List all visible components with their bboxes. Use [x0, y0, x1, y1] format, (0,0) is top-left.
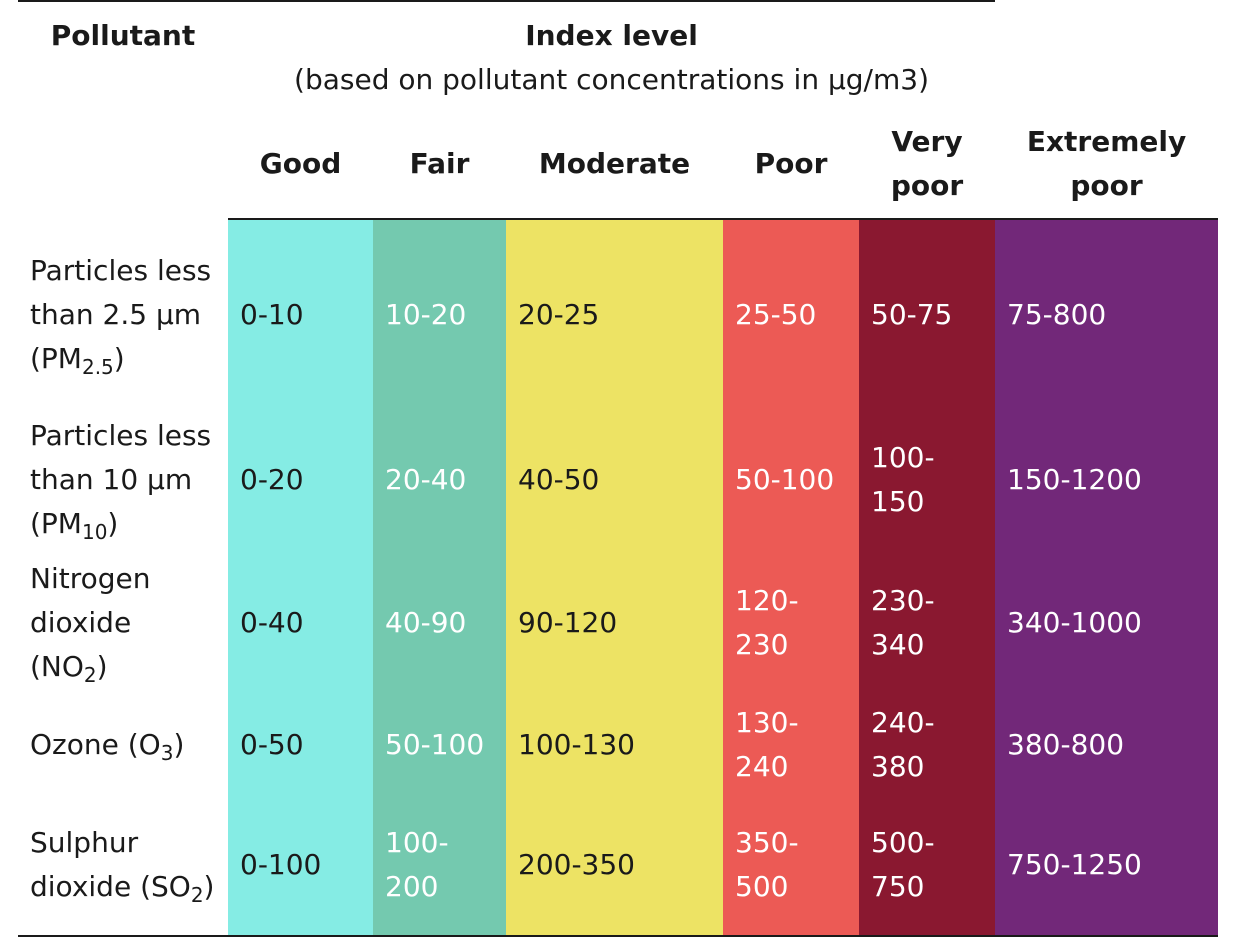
header-row-top: Pollutant Index level (based on pollutan…	[18, 0, 1218, 219]
level-header-very-poor: Very poor	[859, 110, 996, 220]
value-cell-good: 0-10	[228, 219, 373, 410]
pollutant-subscript: 10	[81, 520, 108, 544]
value-cell-good: 0-20	[228, 410, 373, 550]
value-cell-poor: 350-500	[723, 795, 859, 937]
header-blank-cell	[995, 1, 1218, 110]
value-cell-very-poor: 240-380	[859, 695, 996, 795]
pollutant-name-cell: Particles less than 10 µm (PM10)	[18, 410, 228, 550]
value-cell-extremely-poor: 750-1250	[995, 795, 1219, 937]
value-cell-moderate: 20-25	[506, 219, 723, 410]
index-level-header: Index level (based on pollutant concentr…	[228, 0, 996, 110]
pollutant-name-tail: )	[96, 649, 108, 683]
table-row-pm10: Particles less than 10 µm (PM10) 0-20 20…	[18, 410, 1219, 550]
value-cell-poor: 120-230	[723, 550, 859, 695]
value-cell-good: 0-40	[228, 550, 373, 695]
value-cell-very-poor: 50-75	[859, 219, 996, 410]
pollutant-name: Sulphur dioxide (SO	[30, 826, 191, 903]
pollutant-column-header: Pollutant	[18, 0, 228, 219]
level-header-extremely-poor: Extremely poor	[995, 110, 1219, 220]
pollutant-name: Nitrogen dioxide (NO	[30, 561, 151, 683]
level-header-fair: Fair	[373, 110, 506, 220]
value-cell-fair: 50-100	[373, 695, 506, 795]
level-header-good: Good	[228, 110, 373, 220]
value-cell-very-poor: 230-340	[859, 550, 996, 695]
pollutant-name-cell: Particles less than 2.5 µm (PM2.5)	[18, 219, 228, 410]
pollutant-name: Particles less than 2.5 µm (PM	[30, 253, 212, 375]
pollutant-subscript: 2	[83, 662, 97, 687]
pollutant-name-tail: )	[113, 341, 125, 375]
value-cell-poor: 130-240	[723, 695, 859, 795]
value-cell-poor: 25-50	[723, 219, 859, 410]
value-cell-moderate: 100-130	[506, 695, 723, 795]
pollutant-subscript: 3	[160, 741, 174, 765]
pollutant-name-cell: Ozone (O3)	[18, 695, 228, 795]
value-cell-moderate: 40-50	[506, 410, 723, 550]
pollutant-name-tail: )	[173, 728, 185, 761]
value-cell-moderate: 200-350	[506, 795, 723, 937]
pollutant-name: Particles less than 10 µm (PM	[30, 419, 212, 540]
value-cell-extremely-poor: 380-800	[995, 695, 1219, 795]
value-cell-extremely-poor: 75-800	[995, 219, 1219, 410]
value-cell-fair: 20-40	[373, 410, 506, 550]
table-row-no2: Nitrogen dioxide (NO2) 0-40 40-90 90-120…	[18, 550, 1219, 695]
value-cell-good: 0-100	[228, 795, 373, 937]
pollutant-name-tail: )	[203, 870, 215, 903]
air-quality-index-table: Pollutant Index level (based on pollutan…	[18, 0, 1219, 937]
value-cell-good: 0-50	[228, 695, 373, 795]
level-header-poor: Poor	[723, 110, 859, 220]
value-cell-very-poor: 100-150	[859, 410, 996, 550]
table-row-pm25: Particles less than 2.5 µm (PM2.5) 0-10 …	[18, 219, 1219, 410]
pollutant-name-cell: Sulphur dioxide (SO2)	[18, 795, 228, 937]
index-level-subtitle: (based on pollutant concentrations in µg…	[294, 63, 929, 96]
value-cell-extremely-poor: 150-1200	[995, 410, 1219, 550]
table-row-o3: Ozone (O3) 0-50 50-100 100-130 130-240 2…	[18, 695, 1219, 795]
pollutant-subscript: 2	[190, 883, 204, 907]
value-cell-very-poor: 500-750	[859, 795, 996, 937]
value-cell-fair: 40-90	[373, 550, 506, 695]
pollutant-subscript: 2.5	[81, 354, 114, 379]
value-cell-poor: 50-100	[723, 410, 859, 550]
table-row-so2: Sulphur dioxide (SO2) 0-100 100-200 200-…	[18, 795, 1219, 937]
value-cell-extremely-poor: 340-1000	[995, 550, 1219, 695]
header-row-levels: Good Fair Moderate Poor Very poor Extrem…	[18, 110, 1219, 220]
pollutant-name: Ozone (O	[30, 728, 161, 761]
value-cell-fair: 100-200	[373, 795, 506, 937]
level-header-moderate: Moderate	[506, 110, 723, 220]
value-cell-moderate: 90-120	[506, 550, 723, 695]
pollutant-name-tail: )	[107, 507, 119, 540]
value-cell-fair: 10-20	[373, 219, 506, 410]
index-level-title: Index level	[525, 19, 698, 52]
pollutant-name-cell: Nitrogen dioxide (NO2)	[18, 550, 228, 695]
